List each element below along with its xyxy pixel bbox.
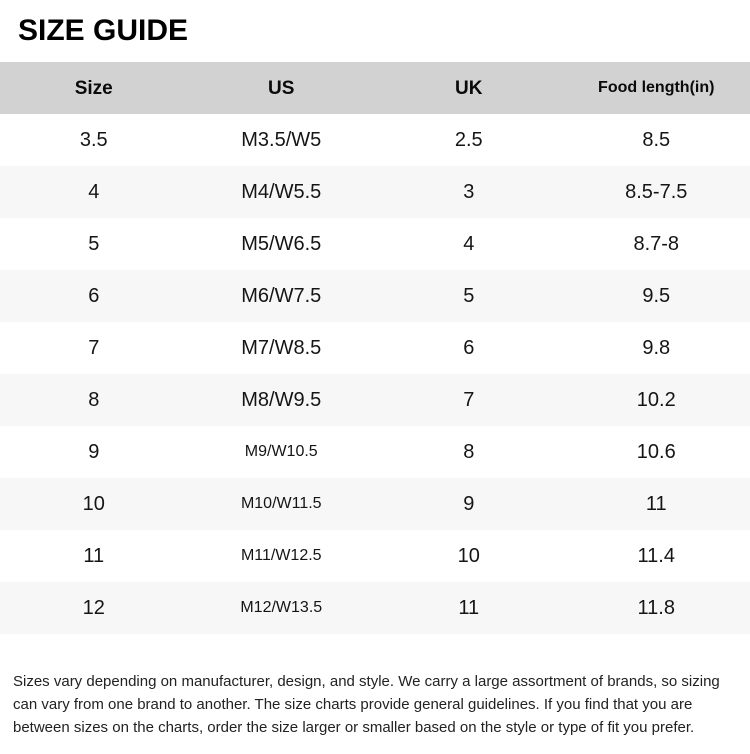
- table-cell: 8: [88, 389, 100, 411]
- table-cell: 9: [463, 493, 475, 515]
- table-row: 7 M7/W8.5 6 9.8: [0, 322, 750, 374]
- table-cell: 5: [88, 233, 100, 255]
- table-cell: 9.8: [642, 337, 671, 359]
- table-cell: 11: [83, 545, 105, 567]
- table-row: 8 M8/W9.5 7 10.2: [0, 374, 750, 426]
- table-cell: M10/W11.5: [240, 495, 322, 512]
- table-row: 9 M9/W10.5 8 10.6: [0, 426, 750, 478]
- table-cell: M9/W10.5: [244, 443, 318, 460]
- table-cell: M3.5/W5: [241, 129, 322, 151]
- table-cell: M5/W6.5: [241, 233, 322, 255]
- table-cell: 6: [463, 337, 475, 359]
- table-cell: 8: [463, 441, 475, 463]
- table-cell: M7/W8.5: [241, 337, 322, 359]
- table-cell: 2.5: [454, 129, 483, 151]
- table-cell: 3.5: [79, 129, 108, 151]
- column-header-uk: UK: [455, 77, 483, 99]
- disclaimer-line: between sizes on the charts, order the s…: [13, 719, 695, 736]
- table-cell: 10.2: [636, 389, 676, 411]
- table-cell: 10: [457, 545, 480, 567]
- table-cell: M6/W7.5: [241, 285, 322, 307]
- table-cell: 8.5-7.5: [625, 181, 688, 203]
- size-guide-table: Size US UK Food length(in) 3.5 M3.5/W5 2.5…: [0, 62, 750, 634]
- table-cell: 7: [88, 337, 100, 359]
- table-cell: 8.5: [642, 129, 671, 151]
- table-cell: 10.6: [636, 441, 676, 463]
- table-cell: 11: [645, 493, 667, 515]
- table-cell: M4/W5.5: [241, 181, 322, 203]
- table-cell: 11: [458, 597, 480, 619]
- table-cell: 10: [82, 493, 105, 515]
- disclaimer-line: Sizes vary depending on manufacturer, de…: [13, 673, 720, 690]
- table-row: 12 M12/W13.5 11 11.8: [0, 582, 750, 634]
- table-row: 3.5 M3.5/W5 2.5 8.5: [0, 114, 750, 166]
- table-cell: 8.7-8: [633, 233, 680, 255]
- column-header-size: Size: [74, 77, 113, 99]
- table-cell: 5: [463, 285, 475, 307]
- table-cell: 4: [463, 233, 475, 255]
- size-table-body: 3.5 M3.5/W5 2.5 8.5 4 M4/W5.5 3 8.5-7.5 5 M5/W6.5…: [0, 114, 750, 634]
- table-cell: M12/W13.5: [240, 599, 323, 616]
- table-cell: 4: [88, 181, 100, 203]
- page-title: SIZE GUIDE: [18, 14, 189, 47]
- column-header-food-length: Food length(in): [598, 79, 715, 96]
- table-cell: 6: [88, 285, 100, 307]
- table-cell: M11/W12.5: [240, 547, 322, 564]
- table-row: 10 M10/W11.5 9 11: [0, 478, 750, 530]
- column-header-us: US: [268, 77, 295, 99]
- table-cell: 3: [463, 181, 475, 203]
- table-cell: 12: [82, 597, 105, 619]
- table-cell: 9.5: [642, 285, 671, 307]
- table-cell: M8/W9.5: [241, 389, 322, 411]
- table-cell: 9: [88, 441, 100, 463]
- table-row: 11 M11/W12.5 10 11.4: [0, 530, 750, 582]
- table-row: 5 M5/W6.5 4 8.7-8: [0, 218, 750, 270]
- table-cell: 11.4: [637, 545, 675, 567]
- table-header-row: Size US UK Food length(in): [0, 62, 750, 114]
- table-row: 6 M6/W7.5 5 9.5: [0, 270, 750, 322]
- title-bar: SIZE GUIDE: [0, 0, 750, 62]
- table-cell: 7: [463, 389, 475, 411]
- table-cell: 11.8: [637, 597, 675, 619]
- disclaimer-line: can vary from one brand to another. The …: [13, 696, 693, 713]
- size-disclaimer: Sizes vary depending on manufacturer, de…: [0, 634, 750, 739]
- table-row: 4 M4/W5.5 3 8.5-7.5: [0, 166, 750, 218]
